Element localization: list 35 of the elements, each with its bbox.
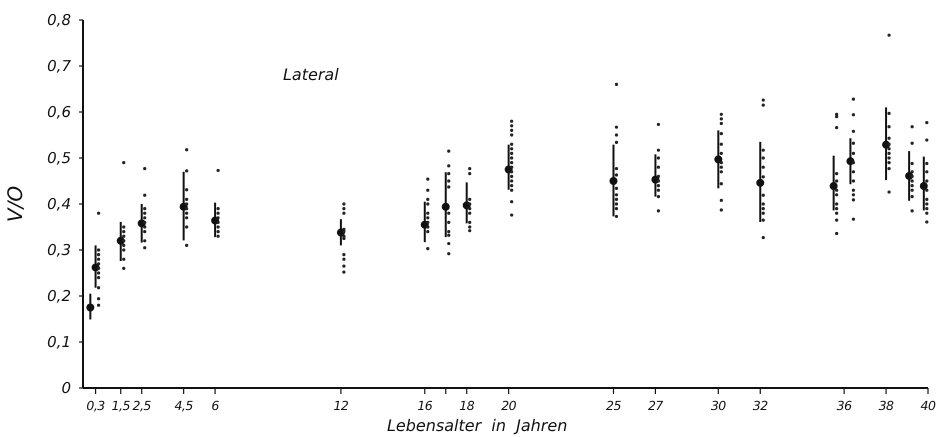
x-tick-label: 25 bbox=[606, 398, 622, 413]
point bbox=[714, 155, 722, 164]
y-tick-label: 0,2 bbox=[47, 287, 71, 305]
x-tick-label: 40 bbox=[920, 398, 936, 413]
x-tick-label: 12 bbox=[333, 398, 349, 413]
y-tick-label: 0,5 bbox=[47, 149, 71, 167]
x-tick-label: 27 bbox=[648, 398, 664, 413]
x-tick-label: 30 bbox=[710, 398, 726, 413]
y-tick-label: 0,6 bbox=[47, 103, 71, 121]
x-tick-label: 6 bbox=[211, 398, 220, 413]
y-tick-label: 0,1 bbox=[47, 333, 71, 351]
point bbox=[609, 177, 618, 185]
x-tick-label: 20 bbox=[501, 398, 517, 413]
point bbox=[442, 202, 450, 211]
x-tick-label: 16 bbox=[417, 398, 433, 413]
x-tick-label: 1,5 bbox=[112, 398, 130, 413]
y-axis-title: V/O bbox=[3, 186, 27, 222]
point bbox=[830, 182, 838, 190]
y-tick-label: 0,3 bbox=[47, 241, 71, 259]
point bbox=[920, 182, 928, 190]
y-tick-label: 0,7 bbox=[47, 57, 72, 75]
x-tick-label: 0,3 bbox=[86, 398, 106, 413]
point bbox=[756, 178, 764, 187]
y-tick-label: 0,8 bbox=[47, 11, 71, 29]
annotation: Lateral bbox=[283, 65, 340, 84]
y-tick-label: 0,4 bbox=[47, 195, 71, 213]
x-tick-label: 36 bbox=[836, 398, 852, 413]
x-axis-title: Lebensalter in Jahren bbox=[387, 416, 568, 435]
x-tick-label: 4,5 bbox=[174, 398, 194, 413]
x-tick-label: 38 bbox=[878, 398, 894, 413]
point bbox=[86, 304, 94, 312]
x-tick-label: 2,5 bbox=[132, 398, 152, 413]
y-tick-label: 0 bbox=[61, 379, 71, 397]
x-tick-label: 18 bbox=[459, 398, 475, 413]
x-tick-label: 32 bbox=[752, 398, 768, 413]
